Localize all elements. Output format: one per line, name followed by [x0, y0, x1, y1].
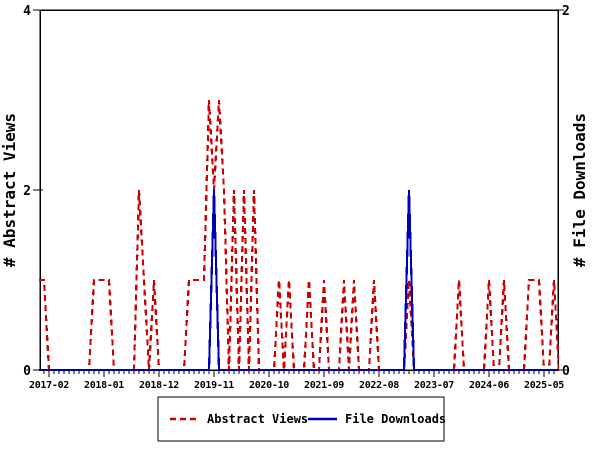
left-axis-tick-label: 2 [23, 184, 31, 199]
file-downloads-line [39, 189, 559, 371]
x-tick-label: 2021-09 [304, 380, 344, 391]
x-tick-label: 2019-11 [194, 380, 234, 391]
x-tick-label: 2022-08 [359, 380, 399, 391]
right-axis-title: # File Downloads [570, 113, 589, 267]
legend-abstract-views-label: Abstract Views [207, 412, 308, 426]
left-axis-title: # Abstract Views [0, 113, 19, 267]
abstract-views-line [39, 99, 559, 371]
x-tick-label: 2025-05 [524, 380, 564, 391]
right-axis-tick-label: 0 [562, 364, 570, 379]
x-tick-label: 2017-02 [29, 380, 69, 391]
left-axis-tick-label: 4 [23, 4, 31, 19]
x-axis-tick-labels: 2017-02 2018-01 2018-12 2019-11 2020-10 2021-… [29, 380, 565, 391]
right-axis-tick-label: 2 [562, 4, 570, 19]
x-tick-label: 2018-01 [84, 380, 124, 391]
x-tick-label: 2024-06 [469, 380, 509, 391]
plot-border [39, 9, 559, 371]
x-tick-label: 2020-10 [249, 380, 289, 391]
legend-file-downloads-label: File Downloads [345, 412, 446, 426]
x-axis-ticks [43, 370, 555, 377]
y-axis-ticks [33, 9, 564, 371]
legend: Abstract Views File Downloads [157, 396, 446, 442]
right-axis-tick-labels: 02 [562, 4, 570, 379]
x-tick-label: 2018-12 [139, 380, 179, 391]
left-axis-tick-label: 0 [23, 364, 31, 379]
legend-box [157, 396, 445, 442]
x-tick-label: 2023-07 [414, 380, 454, 391]
left-axis-tick-labels: 0 2 4 [23, 4, 31, 379]
